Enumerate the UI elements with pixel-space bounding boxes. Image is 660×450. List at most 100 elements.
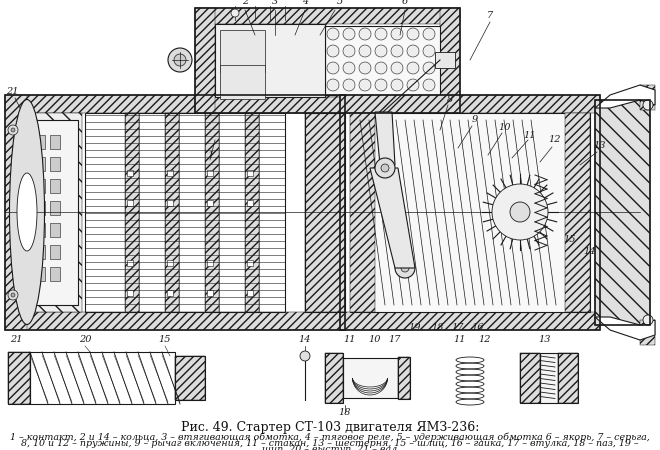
Circle shape	[423, 62, 435, 74]
Circle shape	[391, 62, 403, 74]
Bar	[127, 200, 133, 206]
Bar	[640, 85, 655, 110]
Bar	[325, 26, 440, 95]
Circle shape	[407, 79, 419, 91]
Bar	[50, 179, 60, 193]
Ellipse shape	[17, 173, 37, 251]
Circle shape	[359, 79, 371, 91]
Bar	[35, 135, 45, 149]
Text: 4: 4	[302, 0, 308, 6]
Bar	[5, 95, 27, 330]
Text: 6: 6	[402, 0, 408, 6]
Bar	[565, 113, 590, 312]
Bar	[440, 8, 460, 113]
Bar	[595, 100, 650, 325]
Circle shape	[391, 28, 403, 40]
Bar	[50, 223, 60, 237]
Bar	[195, 8, 460, 113]
Bar	[340, 95, 600, 113]
Bar	[30, 352, 175, 404]
Circle shape	[395, 258, 415, 278]
Circle shape	[327, 45, 339, 57]
Text: шип, 20 – выступ, 21 – вал: шип, 20 – выступ, 21 – вал	[263, 445, 397, 450]
Polygon shape	[370, 168, 415, 268]
Bar	[340, 312, 600, 330]
Text: 1 – контакт, 2 и 14 – кольца, 3 – втягивающая обмотка, 4 – тяговое реле, 5 – уде: 1 – контакт, 2 и 14 – кольца, 3 – втягив…	[10, 432, 650, 442]
Bar	[35, 157, 45, 171]
Bar	[35, 223, 45, 237]
Bar	[540, 353, 558, 403]
Circle shape	[327, 79, 339, 91]
Bar	[398, 357, 410, 399]
Text: 21: 21	[6, 87, 18, 96]
Circle shape	[407, 45, 419, 57]
Bar	[50, 157, 60, 171]
Bar	[195, 8, 460, 24]
Bar	[35, 201, 45, 215]
Bar	[167, 170, 173, 176]
Bar	[325, 353, 343, 403]
Text: 8: 8	[447, 95, 453, 104]
Bar	[305, 113, 345, 312]
Text: 14: 14	[583, 248, 596, 256]
Circle shape	[510, 202, 530, 222]
Circle shape	[8, 290, 18, 300]
Bar	[205, 113, 219, 312]
Bar	[247, 200, 253, 206]
Circle shape	[423, 45, 435, 57]
Text: 15: 15	[564, 235, 576, 244]
Bar	[165, 113, 179, 312]
Text: 17: 17	[451, 324, 464, 333]
Bar	[595, 100, 650, 325]
Circle shape	[423, 28, 435, 40]
Circle shape	[381, 164, 389, 172]
Text: 9: 9	[472, 116, 478, 125]
Text: 18: 18	[432, 324, 444, 333]
Bar	[435, 52, 455, 68]
Text: 11: 11	[524, 130, 536, 140]
Text: 12: 12	[548, 135, 561, 144]
Ellipse shape	[9, 99, 44, 324]
Circle shape	[407, 62, 419, 74]
Circle shape	[375, 28, 387, 40]
Text: 1: 1	[207, 150, 213, 159]
Bar	[175, 356, 205, 400]
Bar	[247, 260, 253, 266]
Bar	[205, 113, 219, 312]
Circle shape	[343, 79, 355, 91]
Text: 12: 12	[478, 335, 491, 344]
Bar	[5, 95, 345, 113]
Bar	[220, 65, 265, 99]
Bar	[5, 312, 345, 330]
Bar	[8, 352, 30, 404]
Text: 13: 13	[539, 335, 551, 344]
Circle shape	[174, 54, 186, 66]
Bar	[340, 95, 600, 330]
Bar	[195, 8, 215, 113]
Circle shape	[231, 9, 239, 17]
Text: 20: 20	[79, 335, 91, 344]
Circle shape	[643, 315, 653, 325]
Bar	[35, 267, 45, 281]
Text: 18: 18	[339, 408, 351, 417]
Circle shape	[11, 293, 15, 297]
Polygon shape	[595, 85, 655, 108]
Circle shape	[391, 45, 403, 57]
Circle shape	[492, 184, 548, 240]
Bar	[127, 260, 133, 266]
Circle shape	[343, 45, 355, 57]
Bar	[398, 357, 410, 399]
Circle shape	[643, 100, 653, 110]
Polygon shape	[595, 317, 655, 340]
Circle shape	[375, 45, 387, 57]
Circle shape	[359, 45, 371, 57]
Text: 17: 17	[389, 335, 401, 344]
Bar	[30, 120, 78, 305]
Bar	[50, 245, 60, 259]
Bar	[558, 353, 578, 403]
Circle shape	[8, 125, 18, 135]
Bar	[125, 113, 139, 312]
Text: 5: 5	[337, 0, 343, 6]
Bar	[305, 113, 345, 312]
Bar	[35, 245, 45, 259]
